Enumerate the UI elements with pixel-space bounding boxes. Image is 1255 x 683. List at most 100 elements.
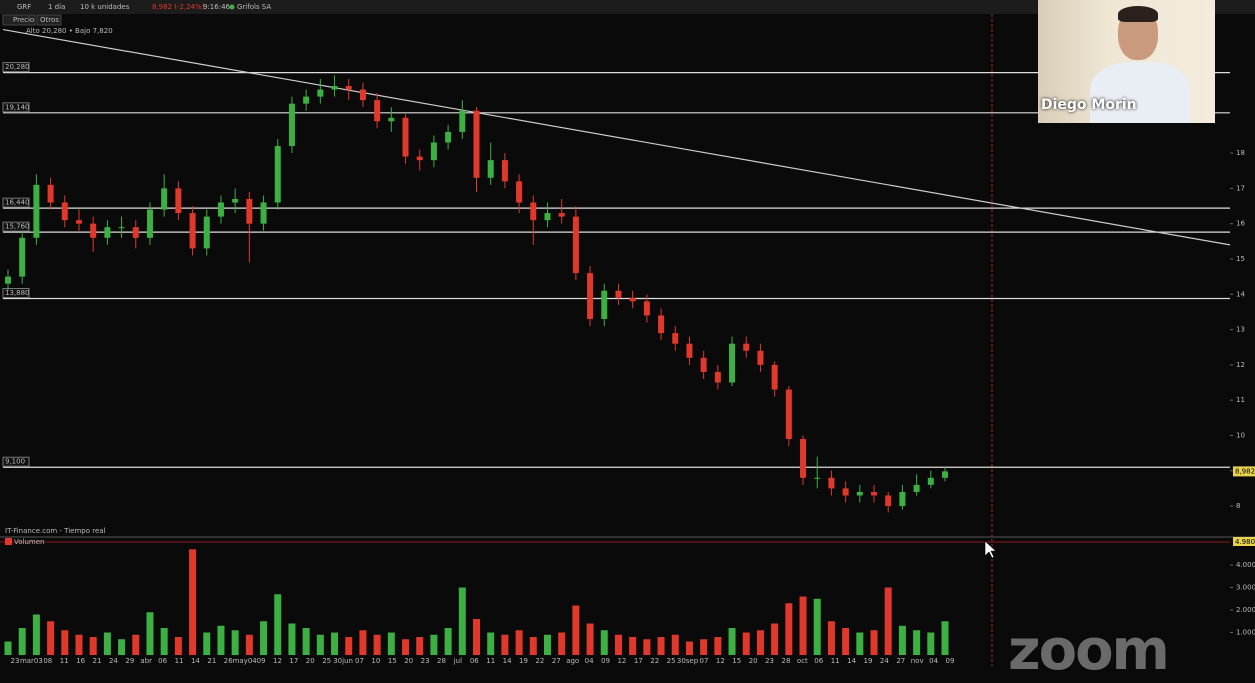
x-tick-label: 17 — [289, 657, 298, 665]
volume-bar — [742, 632, 750, 655]
x-tick-label: 11 — [175, 657, 184, 665]
volume-bar — [316, 634, 324, 655]
tab[interactable] — [36, 14, 62, 26]
status-dot — [229, 4, 235, 10]
volume-bar — [473, 619, 480, 655]
candle-body — [345, 86, 352, 90]
candle-body — [615, 290, 622, 298]
x-tick-label: 20 — [749, 657, 758, 665]
candle-body — [359, 89, 366, 101]
x-tick-label: 24 — [880, 657, 889, 665]
y-tick-label: 17 — [1236, 184, 1245, 192]
x-tick-label: 30sep — [677, 657, 699, 665]
x-tick-label: may04 — [233, 657, 258, 665]
x-tick-label: 20 — [306, 657, 315, 665]
y-tick-label: 13 — [1236, 326, 1245, 334]
volume-bar — [174, 637, 182, 655]
volume-bar — [444, 628, 452, 655]
candle-body — [672, 333, 679, 344]
candle-body — [132, 227, 139, 238]
volume-bar — [898, 625, 906, 655]
x-tick-label: 25 — [667, 657, 676, 665]
volume-bar — [827, 621, 835, 655]
x-tick-label: 23 — [765, 657, 774, 665]
x-tick-label: 19 — [864, 657, 873, 665]
level-tag — [2, 102, 30, 113]
y-tick-label: 11 — [1236, 396, 1245, 404]
units[interactable]: 10 k unidades — [80, 3, 130, 11]
x-tick-label: 12 — [716, 657, 725, 665]
webcam: Diego Morin — [1038, 0, 1215, 123]
volume-bar — [671, 634, 679, 655]
candle-body — [189, 213, 196, 249]
x-tick-label: 27 — [896, 657, 905, 665]
volume-bar — [700, 639, 708, 655]
x-tick-label: 16 — [76, 657, 85, 665]
x-tick-label: 21 — [207, 657, 216, 665]
volume-bar — [515, 630, 523, 655]
level-label: 15,760 — [5, 223, 30, 231]
candle-body — [643, 301, 650, 316]
x-tick-label: 24 — [109, 657, 118, 665]
candle-body — [331, 86, 338, 90]
candle-body — [146, 209, 153, 238]
volume-bar — [558, 632, 566, 655]
time: 9:16:46 — [203, 3, 231, 11]
volume-bar — [288, 623, 296, 655]
candle-body — [288, 103, 295, 147]
tab-label[interactable]: Precio — [13, 16, 34, 24]
x-tick-label: 14 — [191, 657, 200, 665]
symbol[interactable]: GRF — [17, 3, 31, 11]
x-tick-label: 23 — [421, 657, 430, 665]
candle-body — [587, 273, 594, 319]
candle-body — [33, 184, 40, 238]
x-tick-label: nov — [911, 657, 924, 665]
watermark: zoom — [1008, 618, 1170, 683]
volume-bar — [118, 639, 126, 655]
candle-body — [90, 223, 97, 238]
volume-bar — [373, 634, 381, 655]
x-tick-label: 07 — [355, 657, 364, 665]
tab[interactable] — [2, 14, 36, 26]
volume-tick-label: 1.000 — [1236, 629, 1255, 637]
candle-body — [871, 491, 878, 496]
volume-bar — [75, 634, 83, 655]
x-tick-label: 08 — [43, 657, 52, 665]
candle-body — [714, 371, 721, 383]
y-tick-label: 10 — [1236, 431, 1245, 439]
volume-bar — [785, 603, 793, 655]
volume-tag — [1233, 537, 1255, 546]
candle-body — [473, 110, 480, 178]
x-tick-label: 15 — [732, 657, 741, 665]
x-tick-label: 11 — [831, 657, 840, 665]
x-tick-label: abr — [140, 657, 152, 665]
trading-chart: GRF 1 día 10 k unidades 8,982 (-2,24%) 9… — [0, 0, 1255, 666]
volume-bar — [359, 630, 367, 655]
volume-bar — [771, 623, 779, 655]
candle-body — [501, 160, 508, 182]
volume-bar — [4, 641, 12, 655]
y-tick-label: 15 — [1236, 255, 1245, 263]
x-tick-label: 15 — [388, 657, 397, 665]
volume-bar — [629, 637, 637, 655]
volume-bar — [61, 630, 69, 655]
x-tick-label: 27 — [552, 657, 561, 665]
volume-bar — [402, 639, 410, 655]
x-tick-label: 12 — [273, 657, 282, 665]
volume-bar — [572, 605, 580, 655]
x-tick-label: 04 — [929, 657, 938, 665]
period[interactable]: 1 día — [48, 3, 65, 11]
x-tick-label: mar03 — [20, 657, 43, 665]
x-tick-label: 06 — [814, 657, 823, 665]
candle-body — [232, 198, 239, 203]
candle-body — [927, 477, 934, 485]
candle-body — [217, 202, 224, 217]
tab-label[interactable]: Otros — [40, 16, 59, 24]
candle-body — [516, 181, 523, 203]
candle-body — [388, 117, 395, 122]
x-tick-label: 14 — [847, 657, 856, 665]
volume-bar — [416, 637, 424, 655]
volume-bar — [260, 621, 268, 655]
volume-bar — [47, 621, 55, 655]
volume-bar — [586, 623, 594, 655]
